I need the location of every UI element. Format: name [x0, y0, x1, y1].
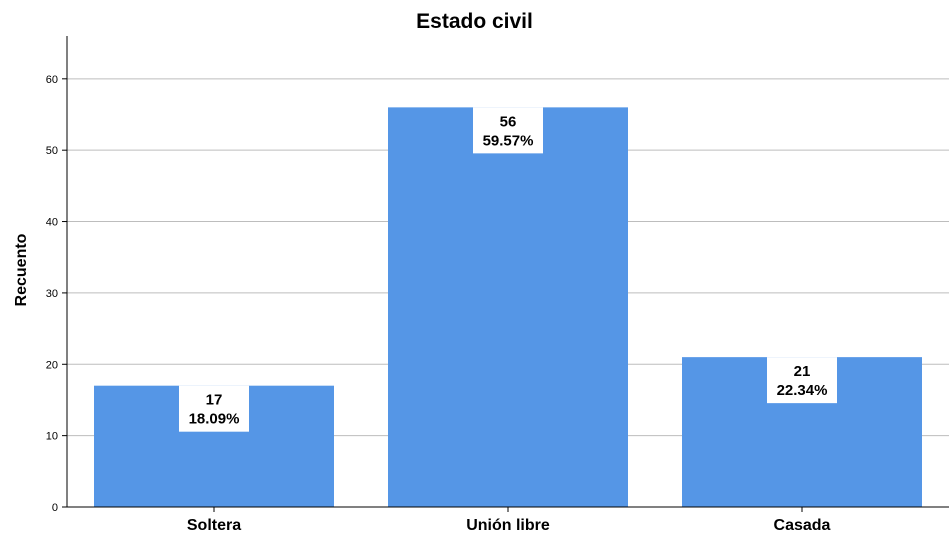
- y-tick-label: 50: [46, 145, 58, 157]
- y-tick-label: 10: [46, 431, 58, 443]
- data-label-percent: 22.34%: [777, 382, 828, 399]
- x-tick-label: Soltera: [187, 517, 241, 534]
- data-label-box: [179, 385, 249, 432]
- chart-title: Estado civil: [416, 10, 533, 33]
- data-label-count: 21: [794, 363, 811, 380]
- y-tick-label: 30: [46, 288, 58, 300]
- data-label-count: 56: [500, 113, 517, 130]
- data-label-percent: 59.57%: [483, 132, 534, 149]
- data-label-count: 17: [206, 392, 223, 409]
- y-tick-label: 0: [52, 502, 58, 514]
- data-label-percent: 18.09%: [189, 411, 240, 428]
- bar: [388, 107, 628, 507]
- x-tick-label: Unión libre: [466, 517, 550, 534]
- y-tick-label: 60: [46, 74, 58, 86]
- data-label-box: [767, 357, 837, 404]
- y-tick-label: 40: [46, 217, 58, 229]
- data-label-box: [473, 107, 543, 154]
- y-tick-label: 20: [46, 359, 58, 371]
- x-tick-label: Casada: [774, 517, 831, 534]
